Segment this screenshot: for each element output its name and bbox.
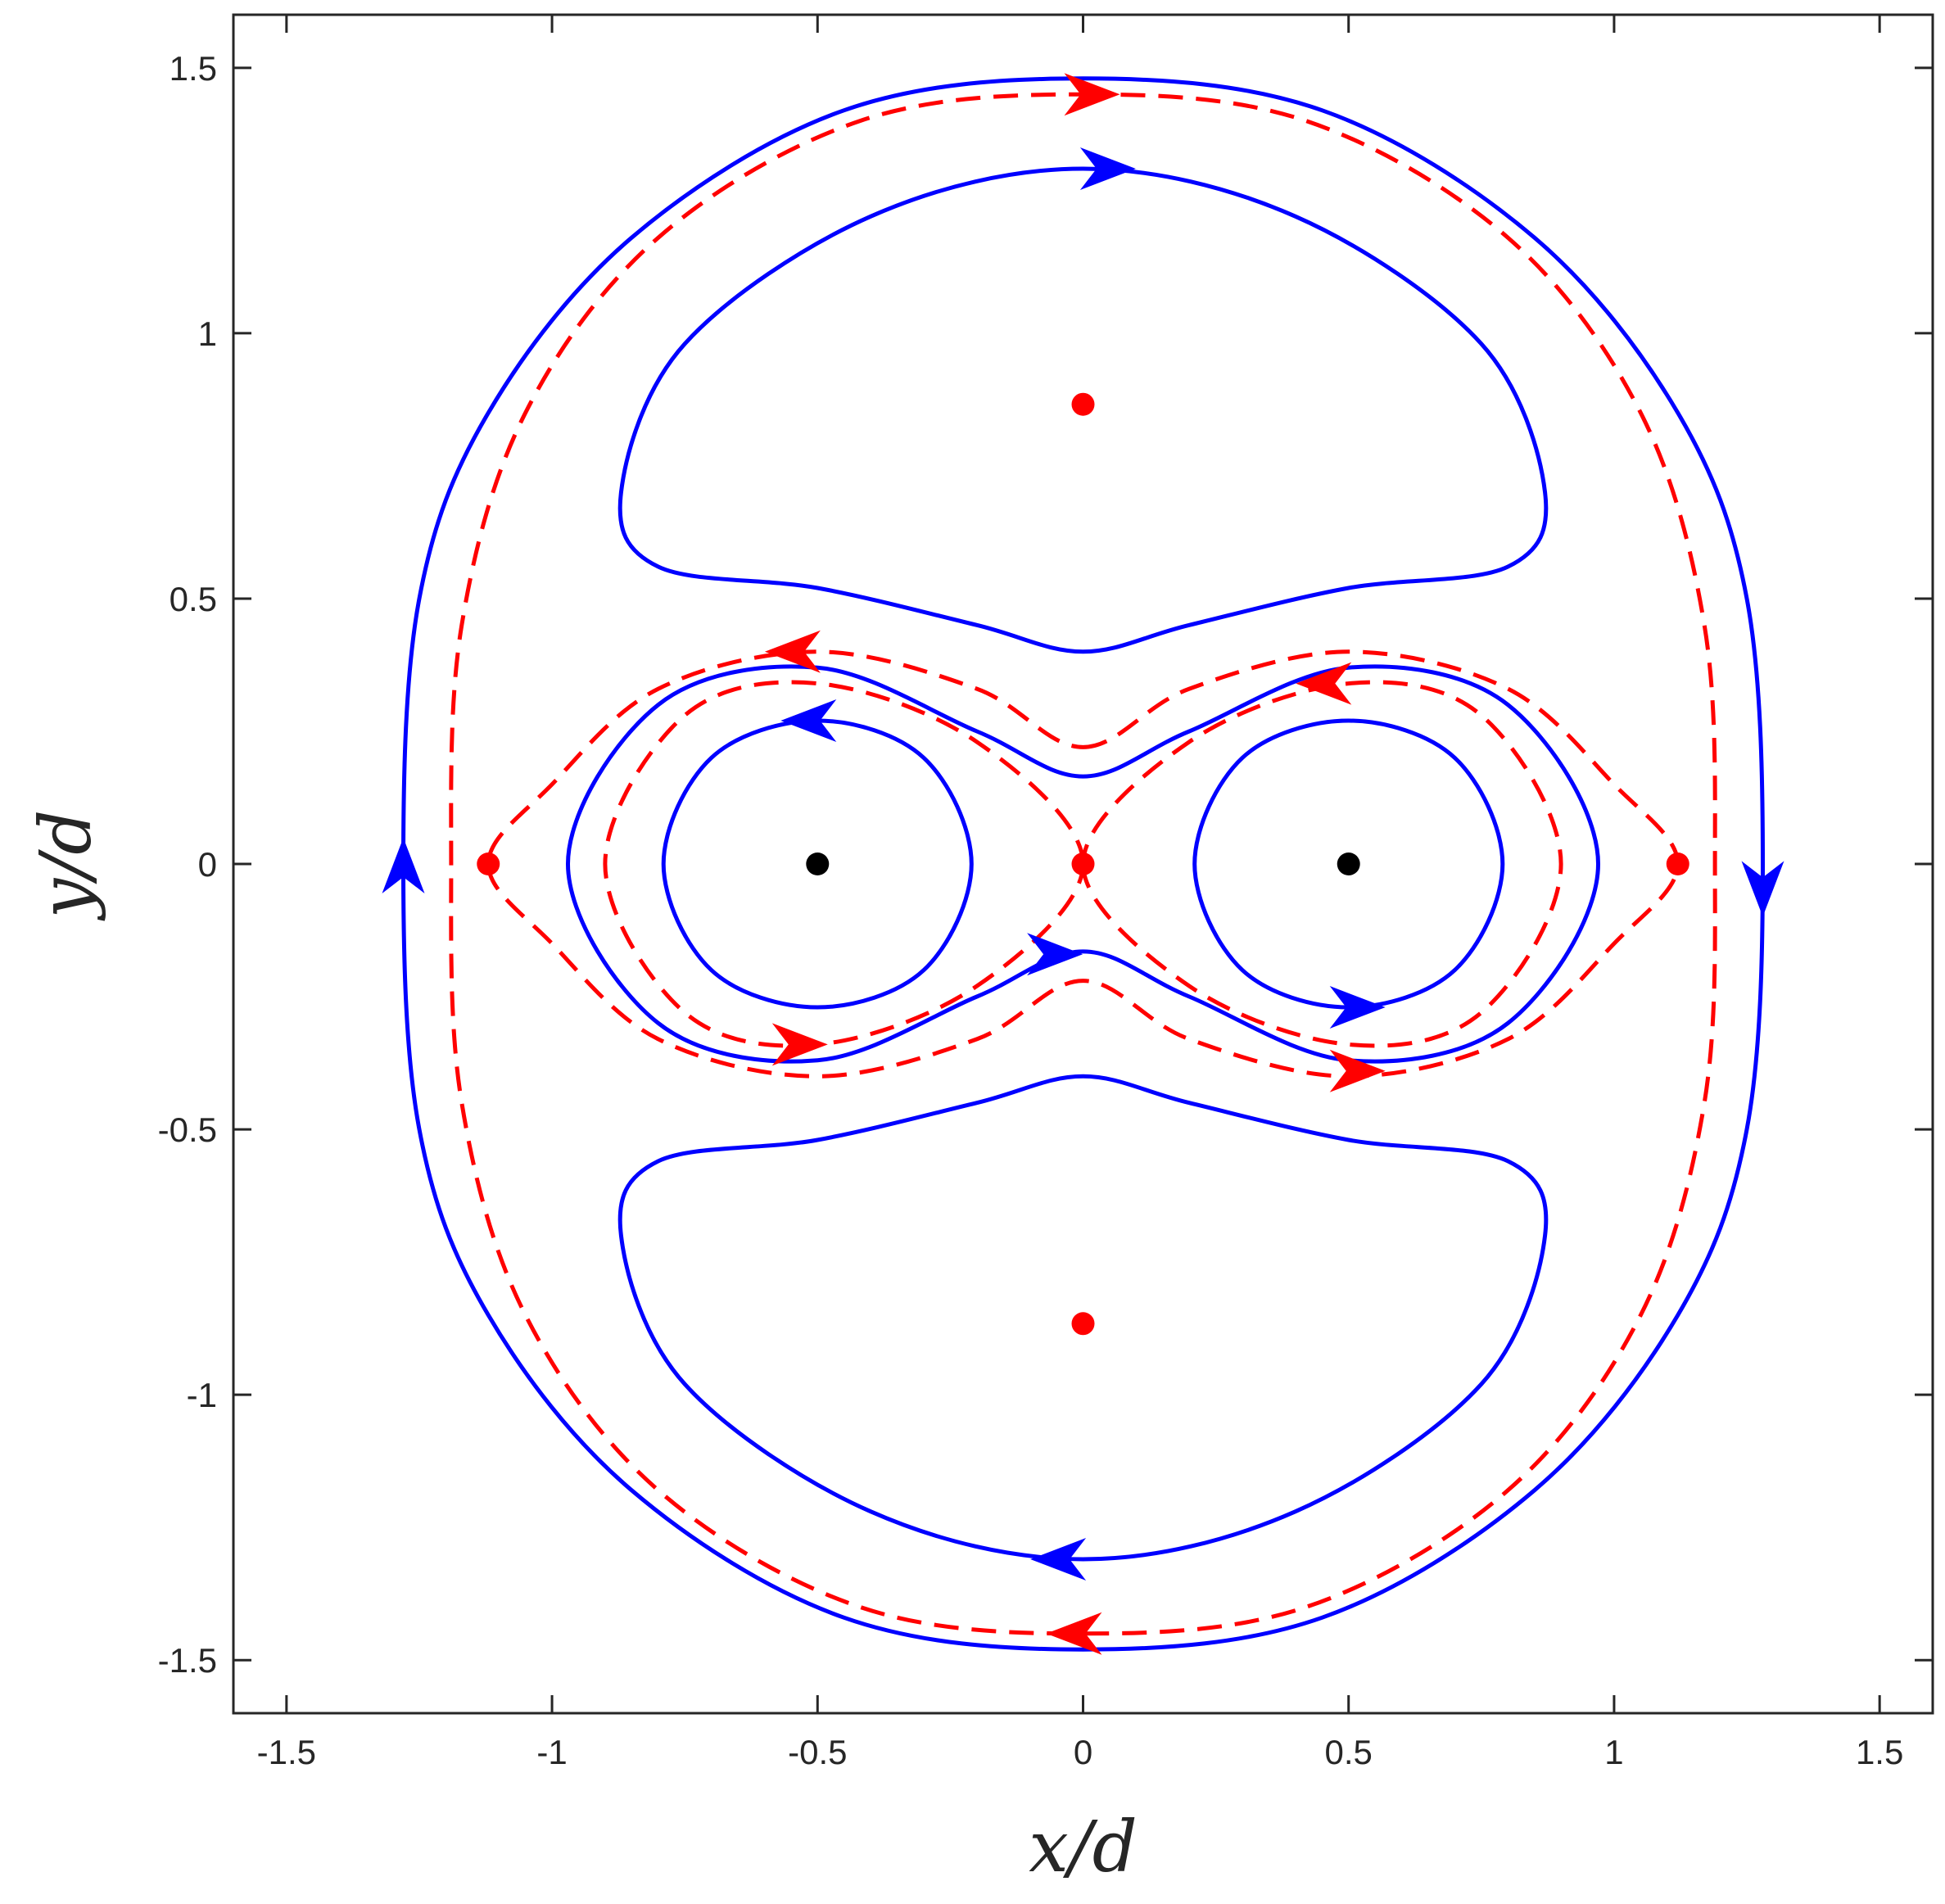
arrow-2-0 xyxy=(1030,1538,1087,1581)
arrow-4-0 xyxy=(780,699,837,742)
arrow-9-0 xyxy=(1296,662,1352,705)
dashed-streamline-6 xyxy=(449,92,1717,1636)
direction-arrows xyxy=(382,73,1784,1655)
y-tick-label-3: 0 xyxy=(198,845,217,884)
vortex-point-0 xyxy=(806,853,830,875)
arrow-7-1 xyxy=(1329,1049,1386,1092)
axis-ticks: -1.5 -1 -0.5 0 0.5 1 1.5 -1.5 -1 -0.5 0 0.5 1 1.5 xyxy=(158,15,1933,1771)
solid-streamline-0 xyxy=(400,76,1766,1652)
special-points xyxy=(477,392,1689,1336)
arrow-0-0 xyxy=(1741,861,1784,917)
stagnation-point-2 xyxy=(477,853,500,875)
x-tick-label-3: 0 xyxy=(1074,1733,1092,1771)
x-tick-label-4: 0.5 xyxy=(1325,1733,1373,1771)
y-tick-label-2: -0.5 xyxy=(158,1110,217,1149)
solid-streamline-3 xyxy=(565,664,1601,1064)
solid-streamline-2 xyxy=(617,1074,1549,1562)
arrow-6-1 xyxy=(1046,1612,1102,1655)
stagnation-point-1 xyxy=(1071,1312,1095,1336)
stagnation-point-0 xyxy=(1071,392,1095,416)
arrow-8-0 xyxy=(771,1023,828,1066)
dashed-streamline-9 xyxy=(1080,680,1563,1048)
x-axis-label: x/d xyxy=(1029,1807,1138,1888)
dashed-streamline-8 xyxy=(603,680,1086,1048)
x-tick-label-5: 1 xyxy=(1604,1733,1623,1771)
y-tick-label-5: 1 xyxy=(198,314,217,353)
stagnation-point-4 xyxy=(1666,853,1689,875)
arrow-3-0 xyxy=(1027,933,1083,976)
x-tick-label-1: -1 xyxy=(536,1733,567,1771)
arrow-7-0 xyxy=(764,630,821,673)
vortex-point-1 xyxy=(1337,853,1360,875)
x-tick-label-0: -1.5 xyxy=(257,1733,316,1771)
y-tick-label-0: -1.5 xyxy=(158,1641,217,1680)
x-tick-label-6: 1.5 xyxy=(1856,1733,1903,1771)
solid-streamline-4 xyxy=(661,718,974,1010)
arrow-0-1 xyxy=(382,838,425,893)
arrow-1-0 xyxy=(1079,147,1136,190)
y-tick-label-4: 0.5 xyxy=(170,580,217,618)
dashed-streamline-7 xyxy=(486,649,1680,1079)
y-axis-label: y/d xyxy=(25,810,107,922)
y-tick-label-1: -1 xyxy=(187,1376,217,1414)
arrow-5-0 xyxy=(1329,986,1386,1029)
y-tick-label-6: 1.5 xyxy=(170,49,217,88)
stagnation-point-3 xyxy=(1071,853,1095,875)
solid-streamline-1 xyxy=(617,166,1549,654)
arrow-6-0 xyxy=(1064,73,1120,116)
x-tick-label-2: -0.5 xyxy=(788,1733,847,1771)
